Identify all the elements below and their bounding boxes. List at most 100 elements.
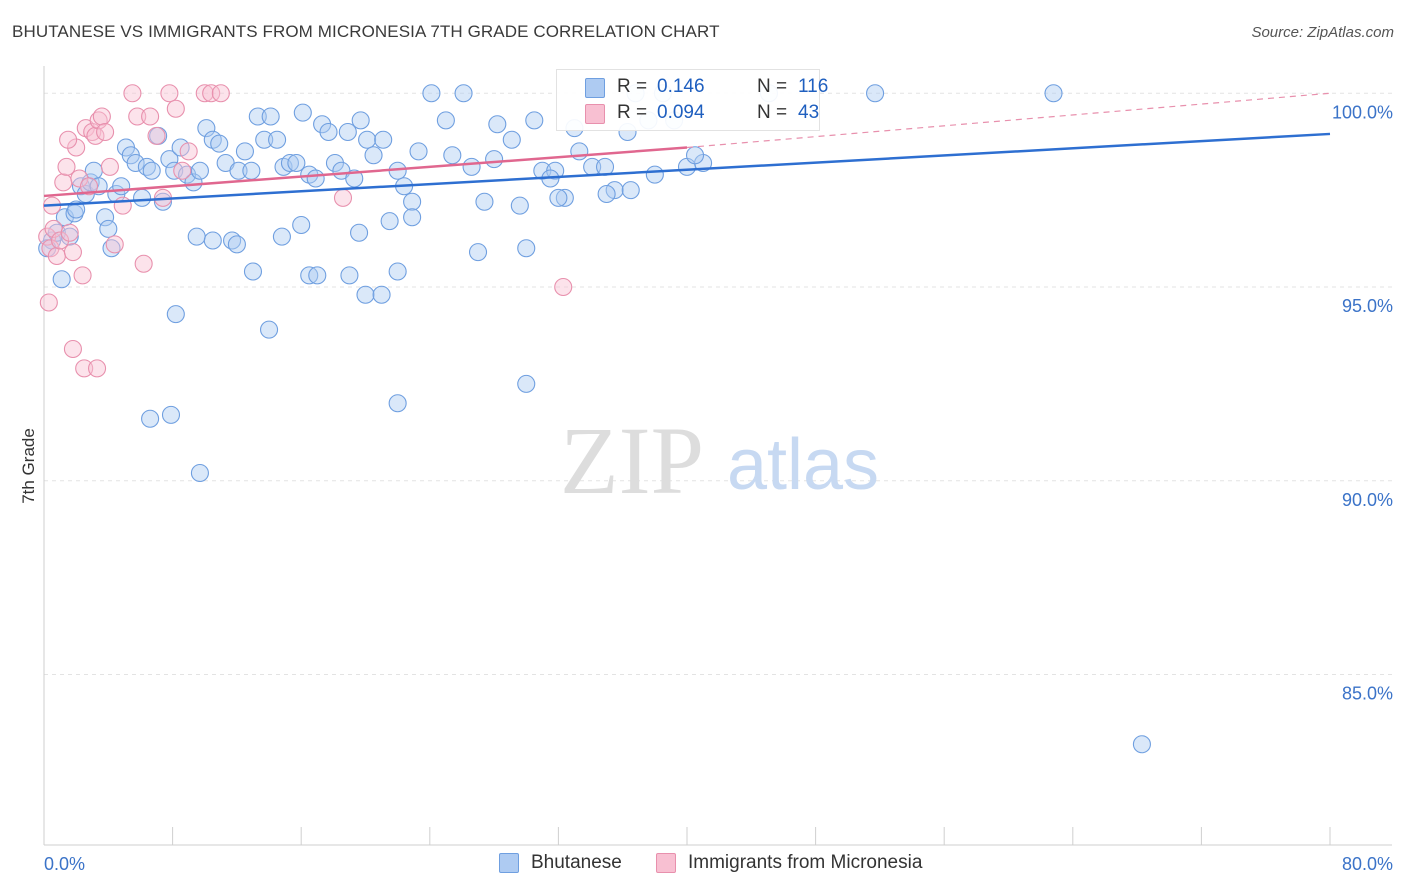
data-point xyxy=(485,150,504,169)
data-point xyxy=(179,142,198,161)
data-point xyxy=(73,266,92,285)
data-point xyxy=(422,84,441,103)
data-point xyxy=(133,188,152,207)
legend-label-micronesia: Immigrants from Micronesia xyxy=(688,852,923,873)
legend-swatch-micronesia xyxy=(585,104,605,124)
trend-line-bhutanese xyxy=(43,132,1331,207)
legend-swatch-micronesia xyxy=(656,853,676,873)
data-point xyxy=(60,223,79,242)
data-point xyxy=(517,239,536,258)
data-point xyxy=(147,126,166,145)
r-value-micronesia: 0.094 xyxy=(657,102,705,123)
data-point xyxy=(475,192,494,211)
data-point xyxy=(1044,84,1063,103)
data-point xyxy=(597,184,616,204)
data-point xyxy=(190,161,209,180)
data-point xyxy=(403,192,422,211)
stats-legend: R = 0.146 N = 116 R = 0.094 N = 43 xyxy=(556,69,828,131)
chart-title: BHUTANESE VS IMMIGRANTS FROM MICRONESIA … xyxy=(12,22,720,41)
data-point xyxy=(105,235,124,254)
data-point xyxy=(319,122,338,142)
data-point xyxy=(63,339,82,359)
data-point xyxy=(340,266,359,285)
data-point xyxy=(52,270,71,289)
series-micronesia xyxy=(38,84,573,378)
data-point xyxy=(364,146,383,165)
y-tick-label: 95.0% xyxy=(1342,296,1393,316)
source-credit: Source: ZipAtlas.com xyxy=(1251,24,1394,41)
r-label: R = xyxy=(617,102,648,123)
n-value-micronesia: 43 xyxy=(798,102,820,123)
r-value-bhutanese: 0.146 xyxy=(657,76,705,97)
data-point xyxy=(227,235,246,254)
data-point xyxy=(454,84,473,103)
data-point xyxy=(190,463,209,483)
data-point xyxy=(443,146,462,165)
data-point xyxy=(248,107,267,126)
data-point xyxy=(202,84,221,103)
r-label: R = xyxy=(617,76,648,97)
data-point xyxy=(229,161,248,180)
x-tick-label: 0.0% xyxy=(44,854,85,874)
data-point xyxy=(173,161,192,180)
data-point xyxy=(47,246,66,266)
data-point xyxy=(268,130,287,149)
data-point xyxy=(308,266,327,285)
data-point xyxy=(96,122,115,142)
data-point xyxy=(338,122,357,142)
y-axis-label: 7th Grade xyxy=(19,428,38,504)
data-point xyxy=(79,177,99,196)
data-point xyxy=(195,84,214,103)
y-tick-label: 85.0% xyxy=(1342,684,1393,704)
watermark-zip: ZIP xyxy=(560,407,704,514)
data-point xyxy=(243,262,263,281)
data-point xyxy=(525,111,544,130)
data-point xyxy=(261,107,280,126)
legend-swatch-bhutanese xyxy=(585,78,605,98)
data-point xyxy=(549,188,568,207)
data-point xyxy=(166,305,185,324)
n-value-bhutanese: 116 xyxy=(798,76,829,97)
y-tick-label: 100.0% xyxy=(1332,102,1393,122)
data-point xyxy=(866,84,885,103)
data-point xyxy=(54,173,73,192)
data-point xyxy=(197,119,216,138)
trend-lines xyxy=(43,92,1331,207)
data-point xyxy=(134,254,153,273)
data-point xyxy=(333,188,353,207)
data-point xyxy=(141,107,160,126)
data-point xyxy=(570,142,589,161)
data-point xyxy=(211,84,230,103)
data-point xyxy=(380,212,399,231)
data-point xyxy=(166,99,185,118)
data-point xyxy=(272,227,291,246)
data-point xyxy=(502,130,521,149)
data-point xyxy=(685,146,705,165)
data-point xyxy=(645,165,664,184)
data-point xyxy=(510,196,529,215)
tick-labels: 85.0% 90.0% 95.0% 100.0% 0.0% 80.0% xyxy=(44,102,1393,874)
data-point xyxy=(292,215,311,235)
data-point xyxy=(374,130,393,149)
n-label: N = xyxy=(757,76,788,97)
data-point xyxy=(92,107,111,126)
data-point xyxy=(126,153,145,173)
data-point xyxy=(345,169,364,188)
data-point xyxy=(259,320,279,339)
data-point xyxy=(63,243,82,262)
watermark: ZIP atlas xyxy=(560,407,879,514)
data-point xyxy=(128,107,147,126)
data-point xyxy=(153,192,173,211)
data-point xyxy=(436,111,455,130)
data-point xyxy=(280,153,299,173)
x-tick-label: 80.0% xyxy=(1342,854,1393,874)
data-point xyxy=(100,157,119,176)
gridlines xyxy=(44,92,1392,675)
data-point xyxy=(403,208,422,227)
legend-label-bhutanese: Bhutanese xyxy=(531,852,622,873)
data-point xyxy=(142,161,161,180)
data-point xyxy=(57,157,76,176)
data-point xyxy=(86,126,105,145)
data-point xyxy=(87,359,107,378)
legend-swatch-bhutanese xyxy=(499,853,519,873)
